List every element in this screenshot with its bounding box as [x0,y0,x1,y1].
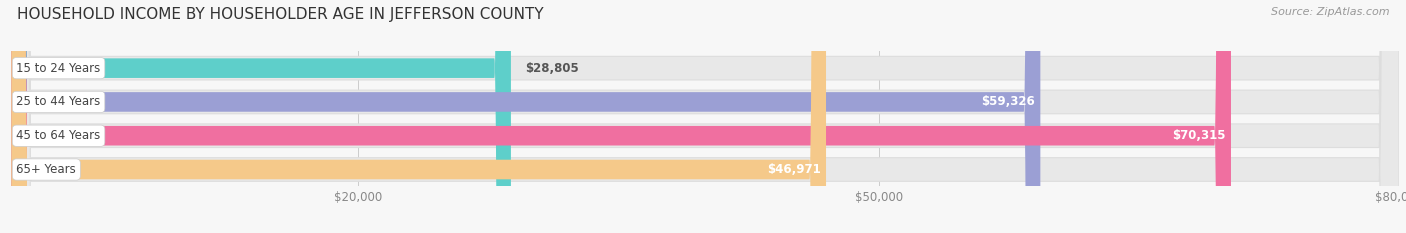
Text: $70,315: $70,315 [1173,129,1226,142]
FancyBboxPatch shape [11,0,1399,233]
FancyBboxPatch shape [11,0,1399,233]
Text: $59,326: $59,326 [981,96,1035,108]
Text: HOUSEHOLD INCOME BY HOUSEHOLDER AGE IN JEFFERSON COUNTY: HOUSEHOLD INCOME BY HOUSEHOLDER AGE IN J… [17,7,544,22]
Text: 25 to 44 Years: 25 to 44 Years [17,96,101,108]
FancyBboxPatch shape [11,0,1232,233]
Text: 45 to 64 Years: 45 to 64 Years [17,129,101,142]
Text: 65+ Years: 65+ Years [17,163,76,176]
FancyBboxPatch shape [11,0,827,233]
FancyBboxPatch shape [11,0,1399,233]
Text: $46,971: $46,971 [768,163,821,176]
FancyBboxPatch shape [11,0,1040,233]
Text: 15 to 24 Years: 15 to 24 Years [17,62,101,75]
Text: $28,805: $28,805 [524,62,578,75]
Text: Source: ZipAtlas.com: Source: ZipAtlas.com [1271,7,1389,17]
FancyBboxPatch shape [11,0,510,233]
FancyBboxPatch shape [11,0,1399,233]
